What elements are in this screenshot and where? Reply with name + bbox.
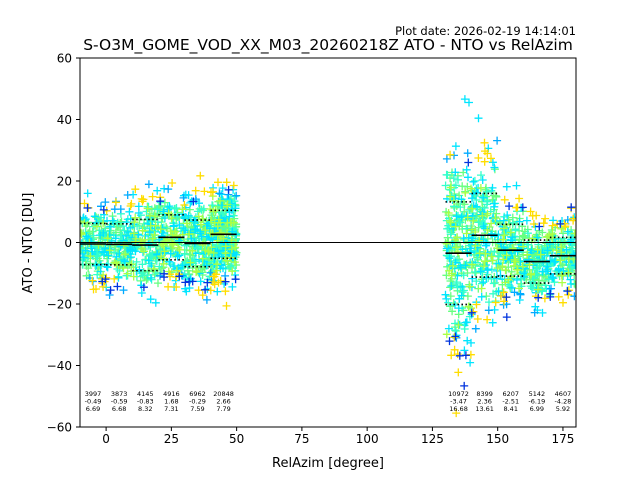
plot-date: Plot date: 2026-02-19 14:14:01 <box>395 24 576 38</box>
bin-annotation-1-2: 6.68 <box>112 405 126 413</box>
bin-annotation-10-1: -4.28 <box>555 398 572 406</box>
y-tick-label-6: 60 <box>57 52 72 66</box>
point-series-6 <box>83 158 576 390</box>
bin-annotation-4-0: 6962 <box>189 390 206 398</box>
y-tick-label-4: 20 <box>57 175 72 189</box>
bin-annotation-6-1: -3.47 <box>450 398 467 406</box>
bin-annotation-10-2: 5.92 <box>556 405 570 413</box>
bin-annotation-5-0: 20848 <box>213 390 234 398</box>
bin-annotation-2-1: -0.83 <box>137 398 154 406</box>
bin-statistics <box>80 192 576 306</box>
bin-annotation-6-0: 10972 <box>448 390 469 398</box>
x-tick-label-4: 100 <box>356 432 379 446</box>
bin-annotation-2-0: 4145 <box>137 390 154 398</box>
bin-annotation-0-0: 3997 <box>85 390 102 398</box>
y-tick-label-3: 0 <box>64 236 72 250</box>
y-axis-label: ATO - NTO [DU] <box>21 193 36 294</box>
bin-annotation-9-1: -6.19 <box>528 398 545 406</box>
bin-annotation-9-0: 5142 <box>529 390 546 398</box>
y-tick-label-2: −20 <box>47 298 72 312</box>
y-tick-label-0: −60 <box>47 421 72 435</box>
x-tick-label-6: 150 <box>486 432 509 446</box>
bin-annotation-8-1: -2.51 <box>502 398 519 406</box>
y-tick-label-1: −40 <box>47 359 72 373</box>
bin-annotation-9-2: 6.99 <box>530 405 544 413</box>
bin-annotation-6-2: 16.68 <box>449 405 468 413</box>
bin-annotation-7-2: 13.61 <box>475 405 494 413</box>
point-series-1 <box>80 170 576 335</box>
bin-annotation-0-1: -0.49 <box>85 398 102 406</box>
point-series-2 <box>80 95 576 367</box>
x-tick-label-0: 0 <box>102 432 110 446</box>
x-tick-label-1: 25 <box>164 432 179 446</box>
bin-annotation-0-2: 6.69 <box>86 405 100 413</box>
scatter-points <box>80 95 576 418</box>
bin-annotation-7-0: 8399 <box>476 390 493 398</box>
bin-annotation-4-2: 7.59 <box>190 405 204 413</box>
bin-annotation-8-2: 8.41 <box>503 405 517 413</box>
x-tick-label-7: 175 <box>551 432 574 446</box>
y-axis: −60 −40 −20 0 20 40 60 <box>47 52 80 435</box>
x-tick-label-2: 50 <box>229 432 244 446</box>
x-axis-label: RelAzim [degree] <box>272 456 384 471</box>
x-axis: 0 25 50 75 100 125 150 175 <box>102 427 574 446</box>
bin-annotation-4-1: -0.29 <box>189 398 206 406</box>
bin-annotation-3-0: 4916 <box>163 390 180 398</box>
x-tick-label-5: 125 <box>421 432 444 446</box>
bin-annotation-5-1: 2.66 <box>216 398 230 406</box>
bin-annotation-7-1: 2.36 <box>477 398 491 406</box>
bin-annotation-2-2: 8.32 <box>138 405 152 413</box>
bin-annotation-10-0: 4607 <box>555 390 572 398</box>
bin-annotation-3-1: 1.68 <box>164 398 178 406</box>
y-tick-label-5: 40 <box>57 113 72 127</box>
bin-annotations: 3997-0.496.69 3873-0.596.68 4145-0.838.32 4… <box>85 390 572 413</box>
bin-annotation-1-1: -0.59 <box>111 398 128 406</box>
bin-annotation-1-0: 3873 <box>111 390 128 398</box>
bin-annotation-5-2: 7.79 <box>216 405 230 413</box>
bin-annotation-8-0: 6207 <box>502 390 519 398</box>
bin-annotation-3-2: 7.31 <box>164 405 178 413</box>
chart-title: S-O3M_GOME_VOD_XX_M03_20260218Z ATO - NT… <box>83 36 573 55</box>
x-tick-label-3: 75 <box>294 432 309 446</box>
